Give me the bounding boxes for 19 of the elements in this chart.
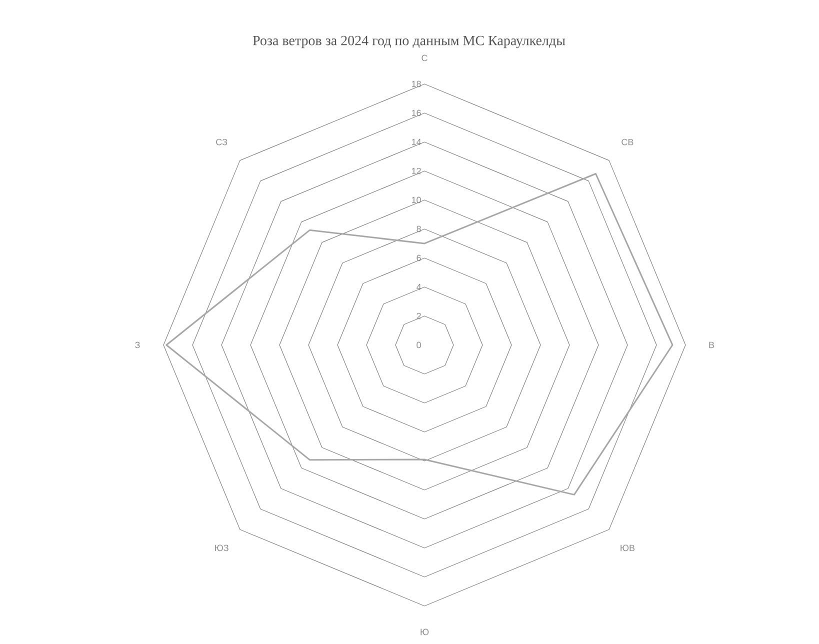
y-tick-label: 12 [412, 168, 421, 174]
y-tick-label: 14 [412, 138, 422, 146]
y-tick-label: 6 [416, 254, 421, 262]
y-tick-label: 10 [412, 196, 421, 204]
spoke-label: З [135, 342, 140, 348]
y-tick-label: 4 [416, 284, 422, 290]
spoke-label: СЗ [216, 138, 228, 146]
spoke-label: Ю [420, 628, 429, 636]
y-tick-label: 8 [416, 226, 421, 232]
spoke-label: СВ [622, 138, 634, 146]
spoke-label: В [709, 342, 714, 348]
y-tick-label: 18 [412, 80, 421, 88]
spoke-label: ЮВ [620, 544, 635, 552]
y-tick-label: 16 [412, 110, 421, 116]
y-tick-label: 2 [416, 312, 421, 320]
chart-title: Роза ветров за 2024 год по данным МС Караулкелды [252, 36, 566, 48]
spoke-label: С [422, 54, 428, 62]
y-tick-label: 0 [416, 342, 421, 348]
spoke-label: ЮЗ [215, 544, 228, 552]
